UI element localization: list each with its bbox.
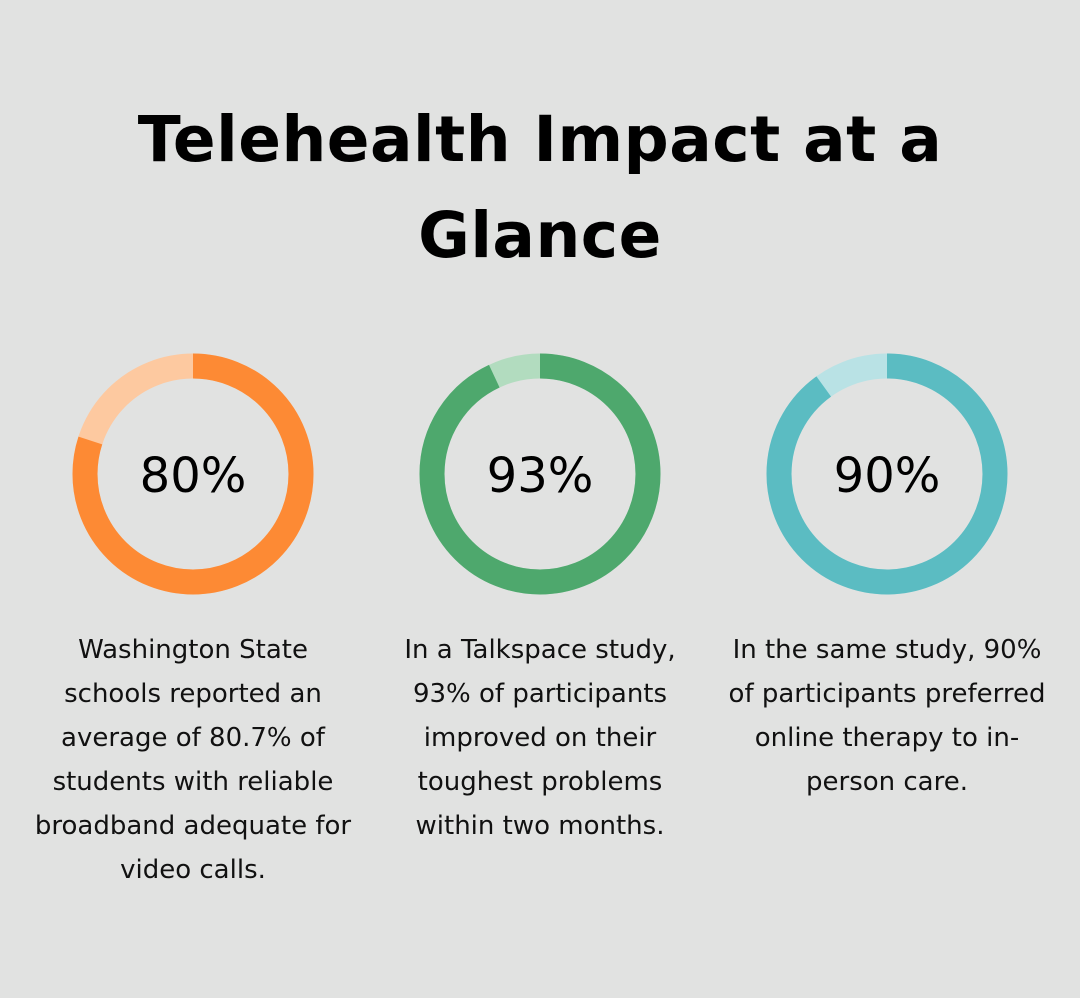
stat-card-2: 93% In a Talkspace study, 93% of partici… [380, 352, 700, 848]
page-title: Telehealth Impact at a Glance [137, 103, 943, 272]
stat-caption: In the same study, 90% of participants p… [728, 635, 1046, 797]
donut-value-arc [419, 353, 661, 595]
donut-value-arc [72, 353, 314, 595]
donut-percentage: 90% [834, 448, 941, 504]
donut-chart-1: 80% [72, 353, 314, 595]
donut-percentage: 80% [140, 448, 247, 504]
stat-caption: In a Talkspace study, 93% of participant… [404, 635, 676, 841]
donut-percentage: 93% [487, 448, 594, 504]
stat-card-1: 80% Washington State schools reported an… [33, 352, 353, 892]
stat-caption: Washington State schools reported an ave… [34, 635, 352, 885]
donut-chart-2: 93% [419, 353, 661, 595]
stat-card-3: 90% In the same study, 90% of participan… [727, 352, 1047, 804]
donut-value-arc [766, 353, 1008, 595]
donut-chart-3: 90% [766, 353, 1008, 595]
